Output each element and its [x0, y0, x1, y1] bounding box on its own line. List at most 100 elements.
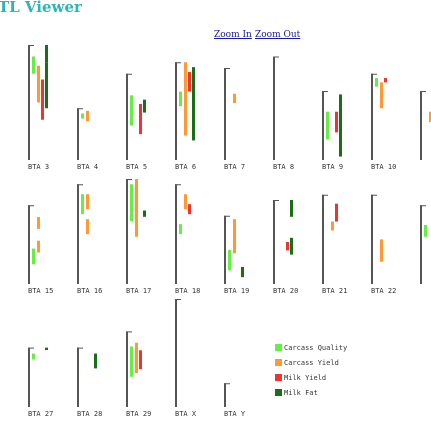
chromosome-bta-x: BTA X: [175, 299, 197, 418]
qtl-carcass-quality[interactable]: [32, 56, 35, 74]
legend-item-carcass-yield: Carcass Yield: [275, 355, 347, 370]
chromosome-bta-3: BTA 3: [28, 45, 49, 171]
chromosome-top-tick: [420, 91, 426, 92]
qtl-carcass-yield[interactable]: [37, 65, 40, 103]
qtl-milk-fat[interactable]: [45, 347, 48, 350]
legend-item-milk-yield: Milk Yield: [275, 370, 347, 385]
qtl-milk-yield[interactable]: [188, 72, 191, 92]
chromosome-bar: [322, 91, 324, 160]
qtl-carcass-quality[interactable]: [228, 249, 231, 271]
qtl-carcass-quality[interactable]: [130, 95, 133, 126]
qtl-carcass-yield[interactable]: [37, 240, 40, 253]
chromosome-bar: [273, 200, 275, 284]
qtl-carcass-yield[interactable]: [184, 194, 187, 210]
qtl-carcass-yield[interactable]: [380, 239, 383, 262]
qtl-milk-fat[interactable]: [192, 67, 195, 141]
chromosome-top-tick: [224, 68, 230, 69]
chromosome-bta-10: BTA 10: [371, 73, 396, 171]
zoom-in-link[interactable]: Zoom In: [214, 30, 252, 40]
qtl-carcass-quality[interactable]: [179, 91, 182, 107]
chromosome-bar: [126, 179, 128, 284]
qtl-carcass-quality[interactable]: [326, 111, 329, 140]
qtl-carcass-quality[interactable]: [81, 194, 84, 215]
qtl-carcass-yield[interactable]: [86, 110, 89, 122]
qtl-milk-yield[interactable]: [41, 79, 44, 120]
chromosome-bar: [28, 205, 30, 284]
qtl-carcass-yield[interactable]: [331, 221, 334, 231]
chromosome-bta-15: BTA 15: [28, 205, 53, 295]
chromosome-top-tick: [322, 194, 328, 196]
qtl-milk-fat[interactable]: [143, 99, 146, 113]
chromosome-top-tick: [224, 383, 230, 385]
qtl-carcass-yield[interactable]: [37, 217, 40, 229]
qtl-carcass-yield[interactable]: [135, 179, 138, 237]
qtl-milk-fat[interactable]: [290, 200, 293, 217]
chromosome-label: BTA 7: [224, 163, 245, 171]
chromosome-bar: [175, 62, 177, 160]
chromosome-bta-7: BTA 7: [224, 68, 245, 171]
chromosome-bar: [126, 331, 128, 407]
qtl-milk-fat[interactable]: [45, 45, 48, 63]
qtl-carcass-quality[interactable]: [424, 224, 427, 237]
qtl-carcass-quality[interactable]: [130, 184, 133, 221]
qtl-milk-fat[interactable]: [339, 94, 342, 157]
qtl-milk-fat[interactable]: [94, 353, 97, 369]
legend-label: Milk Fat: [284, 388, 318, 397]
qtl-carcass-quality[interactable]: [130, 346, 133, 377]
chromosome-bar: [322, 194, 324, 284]
chromosome-label: BTA 16: [77, 287, 102, 295]
chromosome-partial-19: [420, 205, 427, 284]
qtl-carcass-quality[interactable]: [375, 78, 378, 87]
trait-legend: Carcass Quality Carcass Yield Milk Yield Mi…: [275, 340, 347, 400]
chromosome-label: BTA 19: [224, 287, 249, 295]
legend-swatch: [275, 374, 282, 381]
chromosome-bta-27: BTA 27: [28, 347, 53, 418]
qtl-carcass-quality[interactable]: [179, 224, 182, 235]
chromosome-bta-16: BTA 16: [77, 184, 102, 295]
chromosome-top-tick: [126, 179, 132, 180]
chromosome-top-tick: [273, 200, 279, 201]
chromosome-bar: [175, 184, 177, 284]
qtl-milk-fat[interactable]: [241, 266, 244, 278]
chromosome-top-tick: [322, 91, 328, 92]
chromosome-bar: [371, 194, 373, 284]
chromosome-label: BTA 27: [28, 410, 53, 418]
qtl-milk-fat[interactable]: [45, 62, 48, 109]
qtl-carcass-quality[interactable]: [32, 248, 35, 265]
qtl-carcass-yield[interactable]: [135, 342, 138, 373]
chromosome-bta-19: BTA 19: [224, 215, 249, 295]
qtl-carcass-yield[interactable]: [86, 194, 89, 210]
page-title: TL Viewer: [0, 0, 82, 16]
qtl-milk-yield[interactable]: [335, 203, 338, 222]
chromosome-bar: [77, 184, 79, 284]
chromosome-top-tick: [28, 45, 34, 46]
qtl-carcass-yield[interactable]: [184, 62, 187, 136]
chromosome-top-tick: [77, 347, 83, 349]
chromosome-top-tick: [273, 56, 279, 58]
legend-label: Carcass Quality: [284, 343, 348, 352]
chromosome-bar: [420, 91, 422, 160]
qtl-carcass-quality[interactable]: [32, 353, 35, 360]
qtl-carcass-yield[interactable]: [86, 219, 89, 235]
qtl-milk-yield[interactable]: [384, 78, 387, 83]
qtl-milk-yield[interactable]: [335, 111, 338, 133]
qtl-milk-yield[interactable]: [286, 242, 289, 251]
qtl-milk-yield[interactable]: [139, 350, 142, 370]
chromosome-bta-28: BTA 28: [77, 347, 102, 418]
qtl-carcass-yield[interactable]: [233, 219, 236, 254]
qtl-milk-yield[interactable]: [139, 103, 142, 135]
chromosome-bta-20: BTA 20: [273, 200, 298, 295]
qtl-carcass-yield[interactable]: [380, 82, 383, 109]
qtl-milk-yield[interactable]: [188, 204, 191, 215]
chromosome-bta-5: BTA 5: [126, 73, 147, 171]
chromosome-top-tick: [126, 73, 132, 75]
qtl-carcass-quality[interactable]: [81, 113, 84, 119]
zoom-out-link[interactable]: Zoom Out: [255, 30, 301, 40]
chromosome-bar: [273, 56, 275, 160]
qtl-milk-fat[interactable]: [143, 210, 146, 217]
legend-swatch: [275, 344, 282, 351]
qtl-carcass-yield[interactable]: [429, 111, 431, 123]
qtl-carcass-yield[interactable]: [233, 93, 236, 103]
chromosome-partial-9: [420, 91, 431, 160]
qtl-milk-fat[interactable]: [290, 237, 293, 255]
